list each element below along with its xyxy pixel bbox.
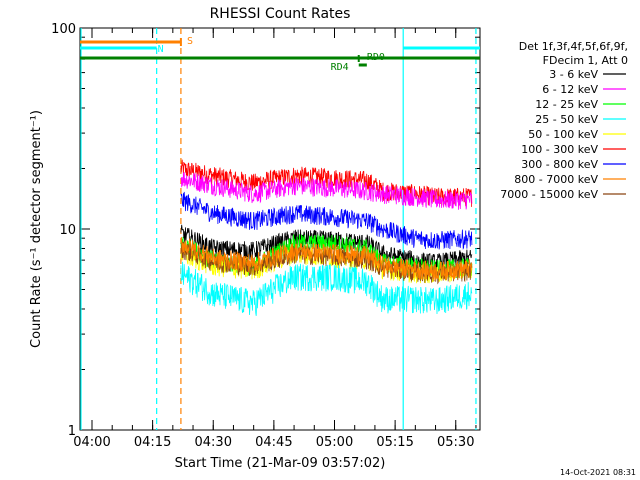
x-tick-label: 04:00 (73, 435, 110, 450)
annotation-s: S (187, 36, 193, 47)
legend-header-line: Det 1f,3f,4f,5f,6f,9f, (519, 40, 628, 53)
series-line-3to6kev (180, 224, 473, 273)
x-tick-label: 05:30 (437, 435, 474, 450)
x-tick-label: 04:15 (134, 435, 171, 450)
plot-frame (79, 27, 481, 431)
y-tick-label: 1 (68, 424, 76, 439)
series-line-800to7000kev (180, 236, 473, 281)
chart-title: RHESSI Count Rates (210, 6, 351, 22)
y-tick-label: 10 (59, 223, 76, 238)
series-line-25to50kev (180, 261, 473, 316)
annotation-n: N (158, 44, 164, 55)
y-axis-label: Count Rate (s⁻¹ detector segment⁻¹) (29, 110, 44, 348)
legend-header-line: FDecim 1, Att 0 (543, 54, 628, 67)
legend-label: 800 - 7000 keV (514, 173, 598, 186)
x-tick-label: 04:45 (255, 435, 292, 450)
annotation-rd4: RD4 (331, 62, 349, 73)
x-axis-label: Start Time (21-Mar-09 03:57:02) (175, 456, 386, 471)
series-line-6to12kev (180, 172, 473, 210)
annotation-rd0: RD0 (367, 52, 385, 63)
legend-label: 25 - 50 keV (535, 113, 598, 126)
y-tick-label: 100 (51, 22, 76, 37)
x-tick-label: 05:15 (376, 435, 413, 450)
date-stamp: 14-Oct-2021 08:31 (560, 468, 636, 477)
legend-label: 300 - 800 keV (521, 158, 598, 171)
legend-label: 100 - 300 keV (521, 143, 598, 156)
legend-label: 50 - 100 keV (528, 128, 598, 141)
x-tick-label: 04:30 (195, 435, 232, 450)
x-tick-label: 05:00 (316, 435, 353, 450)
legend-label: 6 - 12 keV (542, 83, 598, 96)
legend-label: 12 - 25 keV (535, 98, 598, 111)
series-line-300to800kev (180, 191, 473, 250)
legend-label: 3 - 6 keV (549, 68, 598, 81)
legend-label: 7000 - 15000 keV (500, 188, 598, 201)
